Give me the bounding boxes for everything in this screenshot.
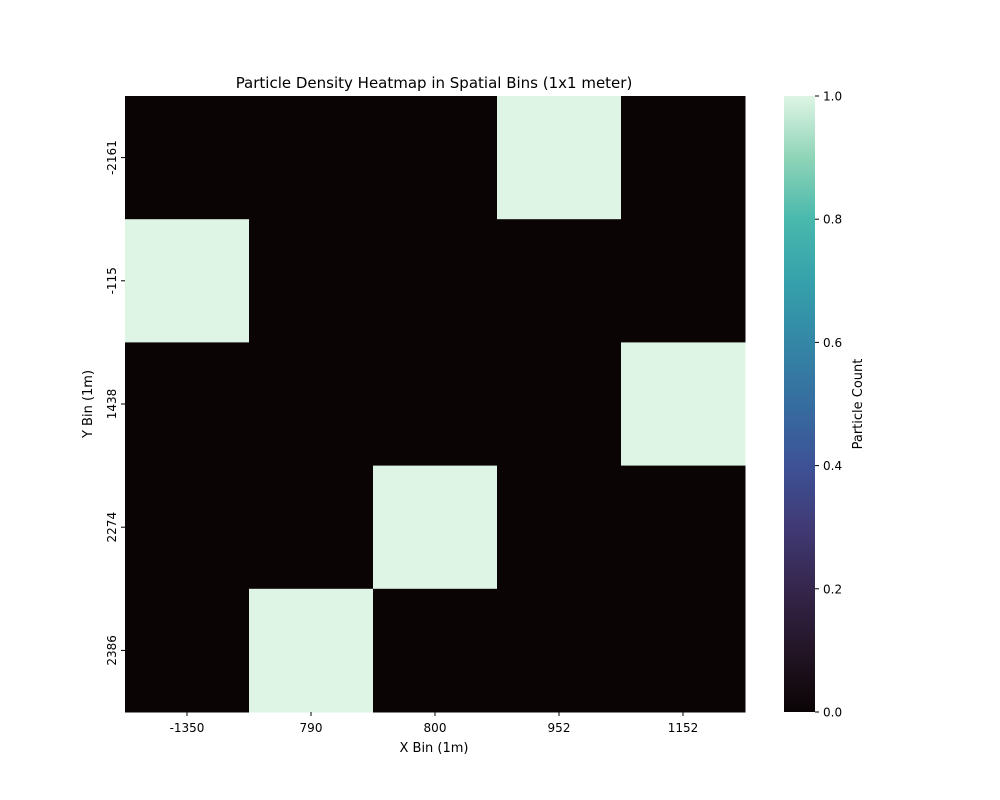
x-tick-label: -1350 <box>170 721 205 735</box>
heatmap-cell <box>497 342 622 467</box>
heatmap-cell <box>373 588 498 713</box>
heatmap-cell <box>249 342 374 467</box>
heatmap-cell <box>249 219 374 343</box>
heatmap-cell <box>497 465 622 590</box>
y-tick-label: -115 <box>105 267 119 294</box>
heatmap-cell <box>249 588 374 713</box>
x-tick-label: 952 <box>548 721 571 735</box>
x-axis: -1350 790 800 952 1152 <box>170 712 699 735</box>
heatmap-cells <box>125 96 746 713</box>
colorbar-tick-label: 0.6 <box>823 336 842 350</box>
y-axis-label: Y Bin (1m) <box>81 370 96 439</box>
heatmap-cell <box>125 96 250 220</box>
heatmap-cell <box>125 342 250 467</box>
x-tick-label: 800 <box>424 721 447 735</box>
heatmap-cell <box>497 588 622 713</box>
colorbar-tick-label: 0.2 <box>823 582 842 596</box>
heatmap-cell <box>373 219 498 343</box>
heatmap-cell <box>497 219 622 343</box>
heatmap-cell <box>125 219 250 343</box>
heatmap-cell <box>621 342 746 467</box>
colorbar-tick-label: 0.0 <box>823 706 842 720</box>
heatmap-cell <box>497 96 622 220</box>
y-tick-label: -2161 <box>105 140 119 175</box>
colorbar-gradient <box>784 96 815 712</box>
heatmap-cell <box>373 342 498 467</box>
y-axis: -2161 -115 1438 2274 2386 <box>105 140 125 666</box>
colorbar: 0.0 0.2 0.4 0.6 0.8 1.0 Particle Count <box>784 90 866 720</box>
heatmap-cell <box>125 465 250 590</box>
colorbar-tick-label: 0.8 <box>823 213 842 227</box>
heatmap-cell <box>621 465 746 590</box>
y-tick-label: 2274 <box>105 512 119 543</box>
x-axis-label: X Bin (1m) <box>399 741 468 756</box>
colorbar-ticks: 0.0 0.2 0.4 0.6 0.8 1.0 <box>815 90 842 720</box>
heatmap-cell <box>621 588 746 713</box>
x-tick-label: 790 <box>300 721 323 735</box>
colorbar-label: Particle Count <box>851 359 866 450</box>
y-tick-label: 2386 <box>105 635 119 666</box>
heatmap-cell <box>621 96 746 220</box>
colorbar-tick-label: 0.4 <box>823 459 842 473</box>
y-tick-label: 1438 <box>105 389 119 420</box>
heatmap-cell <box>373 96 498 220</box>
chart-title: Particle Density Heatmap in Spatial Bins… <box>236 74 633 92</box>
heatmap-cell <box>125 588 250 713</box>
heatmap-cell <box>249 96 374 220</box>
heatmap-cell <box>373 465 498 590</box>
heatmap-cell <box>621 219 746 343</box>
colorbar-tick-label: 1.0 <box>823 90 842 104</box>
heatmap-cell <box>249 465 374 590</box>
x-tick-label: 1152 <box>668 721 699 735</box>
